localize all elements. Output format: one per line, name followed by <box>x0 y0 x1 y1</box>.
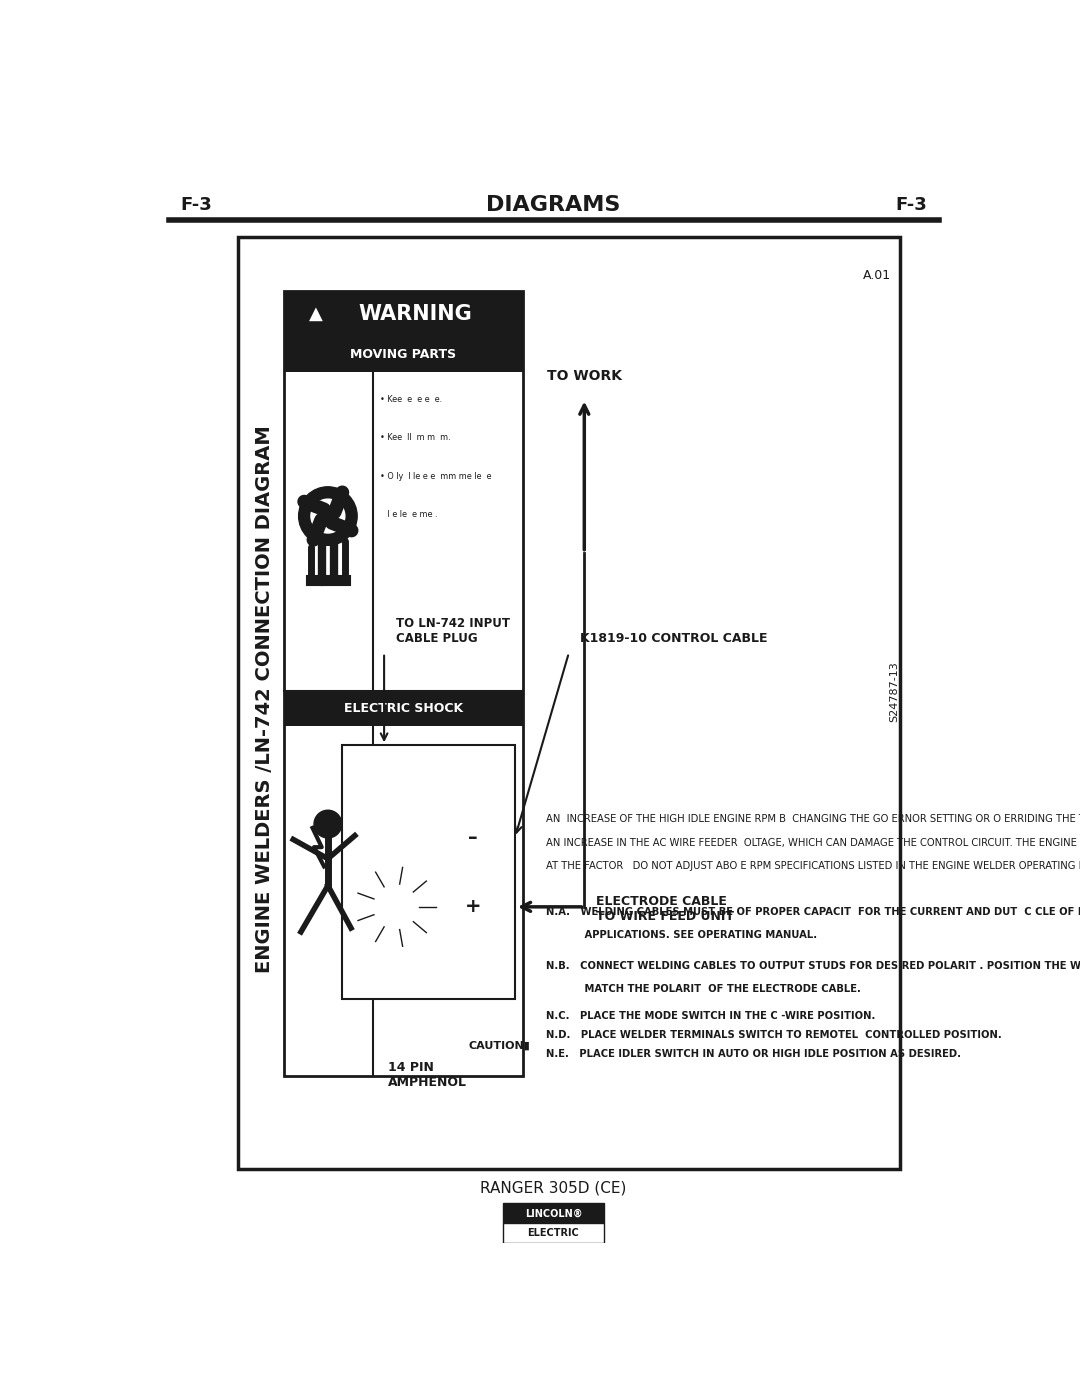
Text: F-3: F-3 <box>895 196 927 214</box>
Text: MOVING PARTS: MOVING PARTS <box>350 348 457 360</box>
Text: A.01: A.01 <box>863 270 891 282</box>
Text: LINCOLN®: LINCOLN® <box>525 1208 582 1218</box>
Circle shape <box>459 893 486 921</box>
Text: K1819-10 CONTROL CABLE: K1819-10 CONTROL CABLE <box>580 631 768 645</box>
Circle shape <box>314 810 341 838</box>
Text: APPLICATIONS. SEE OPERATING MANUAL.: APPLICATIONS. SEE OPERATING MANUAL. <box>545 930 816 940</box>
Text: N.A.   WELDING CABLES MUST BE OF PROPER CAPACIT  FOR THE CURRENT AND DUT  C CLE : N.A. WELDING CABLES MUST BE OF PROPER CA… <box>545 907 1080 916</box>
Bar <box>284 337 523 372</box>
Text: +: + <box>464 897 481 916</box>
Circle shape <box>353 865 438 949</box>
Text: F-3: F-3 <box>180 196 212 214</box>
Text: 14 PIN
AMPHENOL: 14 PIN AMPHENOL <box>388 1060 467 1088</box>
Bar <box>284 291 523 1076</box>
Circle shape <box>299 486 357 545</box>
Text: ELECTRIC: ELECTRIC <box>528 1228 579 1238</box>
Text: AN  INCREASE OF THE HIGH IDLE ENGINE RPM B  CHANGING THE GO ERNOR SETTING OR O E: AN INCREASE OF THE HIGH IDLE ENGINE RPM … <box>545 814 1080 824</box>
Text: S24787-13: S24787-13 <box>889 661 899 722</box>
Text: • Kee  ll  m m  m.: • Kee ll m m m. <box>380 433 450 443</box>
Text: • D e  t NEGATIVE → B e y e: • D e t NEGATIVE → B e y e <box>380 820 491 828</box>
Text: ELECTRIC SHOCK: ELECTRIC SHOCK <box>343 703 463 715</box>
Text: l e le  e me .: l e le e me . <box>380 510 437 520</box>
Bar <box>284 291 523 337</box>
Text: N.E.   PLACE IDLER SWITCH IN AUTO OR HIGH IDLE POSITION AS DESIRED.: N.E. PLACE IDLER SWITCH IN AUTO OR HIGH … <box>545 1049 961 1059</box>
Text: –: – <box>468 828 477 847</box>
Circle shape <box>311 499 345 534</box>
Text: CAUTION▮: CAUTION▮ <box>469 1041 530 1051</box>
Text: • Do  t e e e e  le .: • Do t e e e e le . <box>380 891 454 900</box>
Text: AT THE FACTOR   DO NOT ADJUST ABO E RPM SPECIFICATIONS LISTED IN THE ENGINE WELD: AT THE FACTOR DO NOT ADJUST ABO E RPM SP… <box>545 861 1080 870</box>
Text: WARNING: WARNING <box>359 305 472 324</box>
Bar <box>503 1224 604 1243</box>
Text: AN INCREASE IN THE AC WIRE FEEDER  OLTAGE, WHICH CAN DAMAGE THE CONTROL CIRCUIT.: AN INCREASE IN THE AC WIRE FEEDER OLTAGE… <box>545 838 1080 848</box>
Text: RANGER 305D (CE): RANGER 305D (CE) <box>481 1180 626 1196</box>
Bar <box>503 1203 604 1224</box>
Text: DIAGRAMS: DIAGRAMS <box>486 194 621 215</box>
Text: TO LN-742 INPUT
CABLE PLUG: TO LN-742 INPUT CABLE PLUG <box>395 617 510 645</box>
Text: MATCH THE POLARIT  OF THE ELECTRODE CABLE.: MATCH THE POLARIT OF THE ELECTRODE CABLE… <box>545 983 861 993</box>
Text: N.C.   PLACE THE MODE SWITCH IN THE C -WIRE POSITION.: N.C. PLACE THE MODE SWITCH IN THE C -WIR… <box>545 1011 875 1021</box>
Circle shape <box>459 824 486 851</box>
Bar <box>341 745 515 999</box>
Text: • O ly  l le e e  mm me le  e: • O ly l le e e mm me le e <box>380 472 491 481</box>
Text: N.D.   PLACE WELDER TERMINALS SWITCH TO REMOTEL  CONTROLLED POSITION.: N.D. PLACE WELDER TERMINALS SWITCH TO RE… <box>545 1030 1001 1039</box>
Circle shape <box>322 510 334 522</box>
Text: • Kee  e  e e  e.: • Kee e e e e. <box>380 395 443 404</box>
Text: • Do  t e e e  le e: • Do t e e e le e <box>380 749 449 759</box>
Circle shape <box>374 886 417 929</box>
Text: ELECTRODE CABLE
TO WIRE FEED UNIT: ELECTRODE CABLE TO WIRE FEED UNIT <box>596 895 733 923</box>
Bar <box>284 692 523 726</box>
Text: N.B.   CONNECT WELDING CABLES TO OUTPUT STUDS FOR DESIRED POLARIT . POSITION THE: N.B. CONNECT WELDING CABLES TO OUTPUT ST… <box>545 961 1080 971</box>
Text: ENGINE WELDERS /LN-742 CONNECTION DIAGRAM: ENGINE WELDERS /LN-742 CONNECTION DIAGRA… <box>255 425 274 972</box>
Text: TO WORK: TO WORK <box>546 369 622 383</box>
Text: le e e .: le e e . <box>380 855 415 865</box>
Bar <box>238 237 900 1169</box>
Text: e  e e.: e e e. <box>380 784 413 793</box>
Text: ▲: ▲ <box>309 305 323 323</box>
